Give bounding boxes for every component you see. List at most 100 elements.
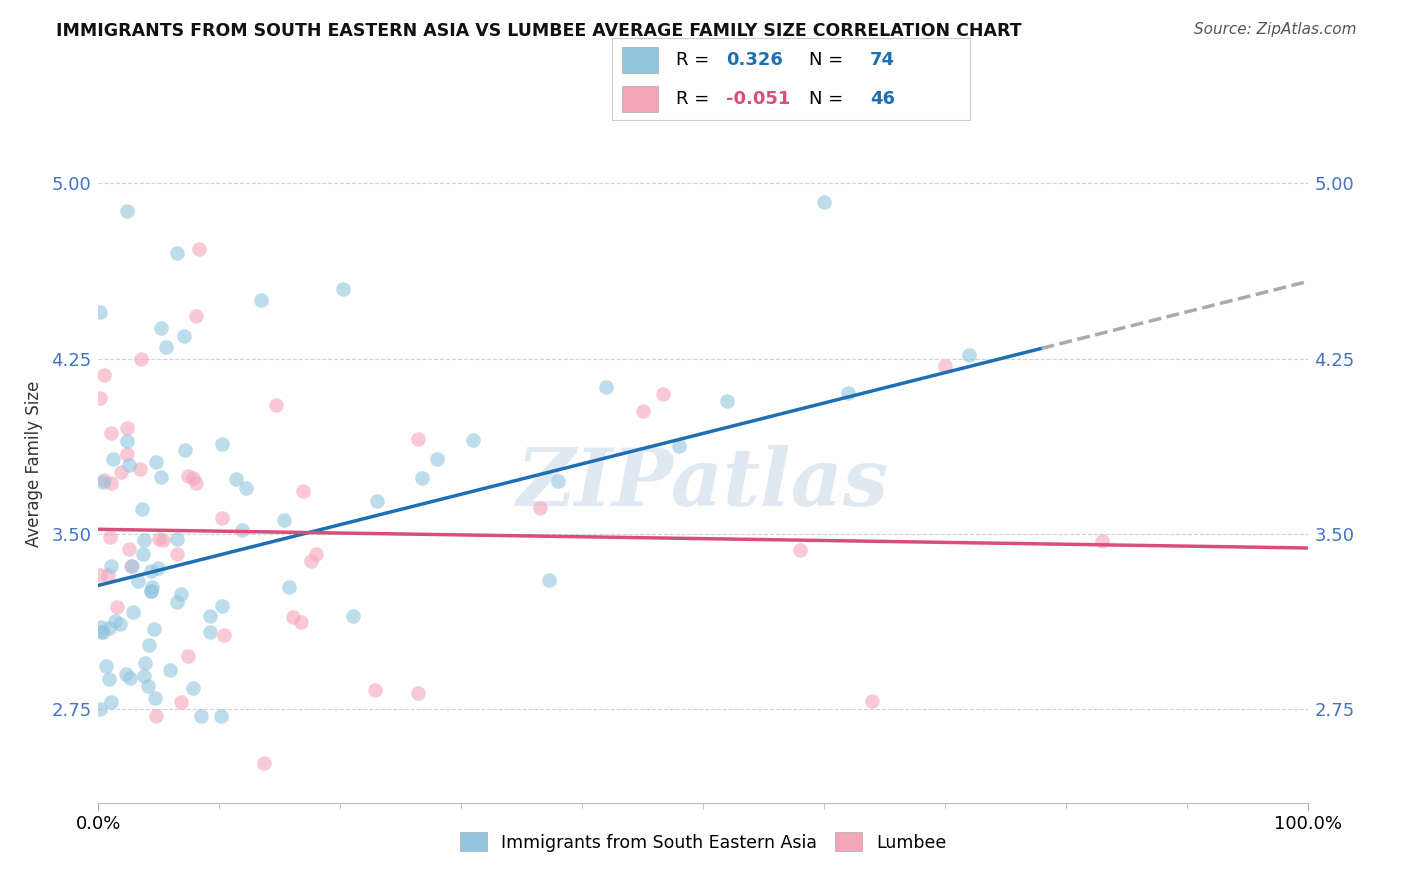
Text: R =: R = <box>676 90 716 108</box>
Point <box>406 686 429 700</box>
Point <box>100 426 122 441</box>
Point <box>94 659 117 673</box>
Point <box>149 321 172 335</box>
Point <box>463 434 485 448</box>
Point <box>104 615 127 629</box>
Point <box>100 695 122 709</box>
Point <box>231 523 253 537</box>
Point <box>332 281 354 295</box>
Point <box>652 386 675 401</box>
Point <box>529 500 551 515</box>
Point <box>93 473 115 487</box>
Point <box>141 583 163 598</box>
Point <box>118 671 141 685</box>
Point <box>89 305 111 319</box>
Point <box>127 574 149 589</box>
Point <box>249 293 271 308</box>
Point <box>159 664 181 678</box>
Text: -0.051: -0.051 <box>727 90 790 108</box>
Point <box>198 608 221 623</box>
Point <box>120 558 142 573</box>
Point <box>181 471 204 485</box>
Point <box>129 351 152 366</box>
Point <box>211 437 233 451</box>
Point <box>145 709 167 723</box>
Point <box>90 624 112 639</box>
Point <box>283 610 305 624</box>
Point <box>299 554 322 568</box>
Y-axis label: Average Family Size: Average Family Size <box>25 381 44 547</box>
Point <box>142 622 165 636</box>
Point <box>129 461 152 475</box>
FancyBboxPatch shape <box>623 46 658 73</box>
Point <box>97 621 120 635</box>
Point <box>170 587 193 601</box>
FancyBboxPatch shape <box>623 86 658 112</box>
Point <box>292 483 315 498</box>
Point <box>110 465 132 479</box>
Point <box>138 638 160 652</box>
Point <box>211 510 233 524</box>
Point <box>134 669 156 683</box>
Point <box>89 392 111 406</box>
Text: 46: 46 <box>870 90 894 108</box>
Point <box>406 432 429 446</box>
Point <box>117 458 139 472</box>
Point <box>934 359 956 373</box>
Point <box>150 470 173 484</box>
Point <box>141 580 163 594</box>
Point <box>131 547 153 561</box>
Point <box>290 615 312 629</box>
Point <box>139 583 162 598</box>
Point <box>139 564 162 578</box>
Point <box>132 533 155 548</box>
Point <box>103 452 125 467</box>
Point <box>89 702 111 716</box>
Point <box>188 242 211 256</box>
Point <box>273 513 295 527</box>
Point <box>117 434 139 449</box>
Point <box>115 666 138 681</box>
Point <box>108 617 131 632</box>
Point <box>235 481 257 495</box>
Point <box>152 533 174 548</box>
Point <box>225 471 247 485</box>
Point <box>1091 533 1114 548</box>
Text: ZIPatlas: ZIPatlas <box>517 445 889 523</box>
Point <box>97 568 120 582</box>
Point <box>426 451 449 466</box>
Point <box>136 679 159 693</box>
Point <box>631 403 654 417</box>
Point <box>131 502 153 516</box>
Point <box>100 558 122 573</box>
Point <box>789 543 811 558</box>
Point <box>538 574 561 588</box>
Point <box>364 682 387 697</box>
Point <box>134 656 156 670</box>
Point <box>98 530 121 544</box>
Point <box>211 599 233 613</box>
Point <box>148 560 170 574</box>
Point <box>93 368 115 382</box>
Point <box>860 694 883 708</box>
Text: IMMIGRANTS FROM SOUTH EASTERN ASIA VS LUMBEE AVERAGE FAMILY SIZE CORRELATION CHA: IMMIGRANTS FROM SOUTH EASTERN ASIA VS LU… <box>56 22 1022 40</box>
Point <box>177 649 200 664</box>
Point <box>91 625 114 640</box>
Point <box>177 469 200 483</box>
Point <box>181 681 204 695</box>
Point <box>305 547 328 561</box>
Point <box>547 474 569 488</box>
Point <box>166 246 188 260</box>
Legend: Immigrants from South Eastern Asia, Lumbee: Immigrants from South Eastern Asia, Lumb… <box>453 825 953 858</box>
Point <box>212 628 235 642</box>
Point <box>595 380 617 394</box>
Point <box>253 756 276 770</box>
Point <box>170 695 193 709</box>
Point <box>122 605 145 619</box>
Point <box>97 672 120 686</box>
Point <box>115 204 138 219</box>
Point <box>837 386 859 401</box>
Point <box>716 393 738 408</box>
Point <box>957 348 980 362</box>
Text: N =: N = <box>808 51 849 69</box>
